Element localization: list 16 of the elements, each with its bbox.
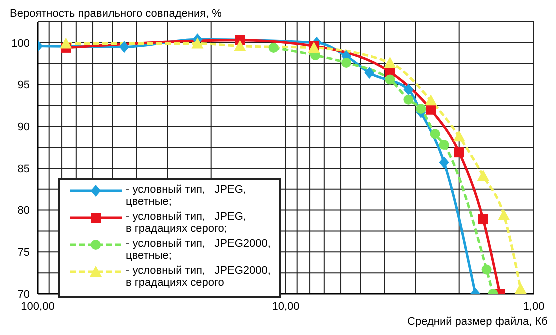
y-tick-label: 95	[18, 80, 30, 92]
legend-label: - условный тип, JPEG2000, цветные;	[126, 238, 271, 262]
legend-label: - условный тип, JPEG, в градациях серого;	[126, 211, 246, 235]
y-tick-label: 85	[18, 163, 30, 176]
y-tick-label: 90	[18, 122, 30, 134]
y-tick-label: 100	[12, 38, 30, 50]
y-tick-label: 75	[18, 247, 30, 260]
legend-label: - условный тип, JPEG2000, в градациях серого	[126, 265, 271, 289]
x-tick-label: 100,00	[21, 300, 55, 313]
y-axis-title: Вероятность правильного совпадения, %	[10, 8, 222, 20]
x-tick-label: 10,00	[272, 300, 300, 313]
legend-label: - условный тип, JPEG, цветные;	[126, 184, 246, 208]
x-axis-title: Средний размер файла, Кб	[408, 316, 548, 328]
y-tick-label: 70	[18, 288, 30, 301]
y-tick-label: 80	[18, 205, 30, 218]
x-tick-label: 1,00	[523, 300, 545, 313]
